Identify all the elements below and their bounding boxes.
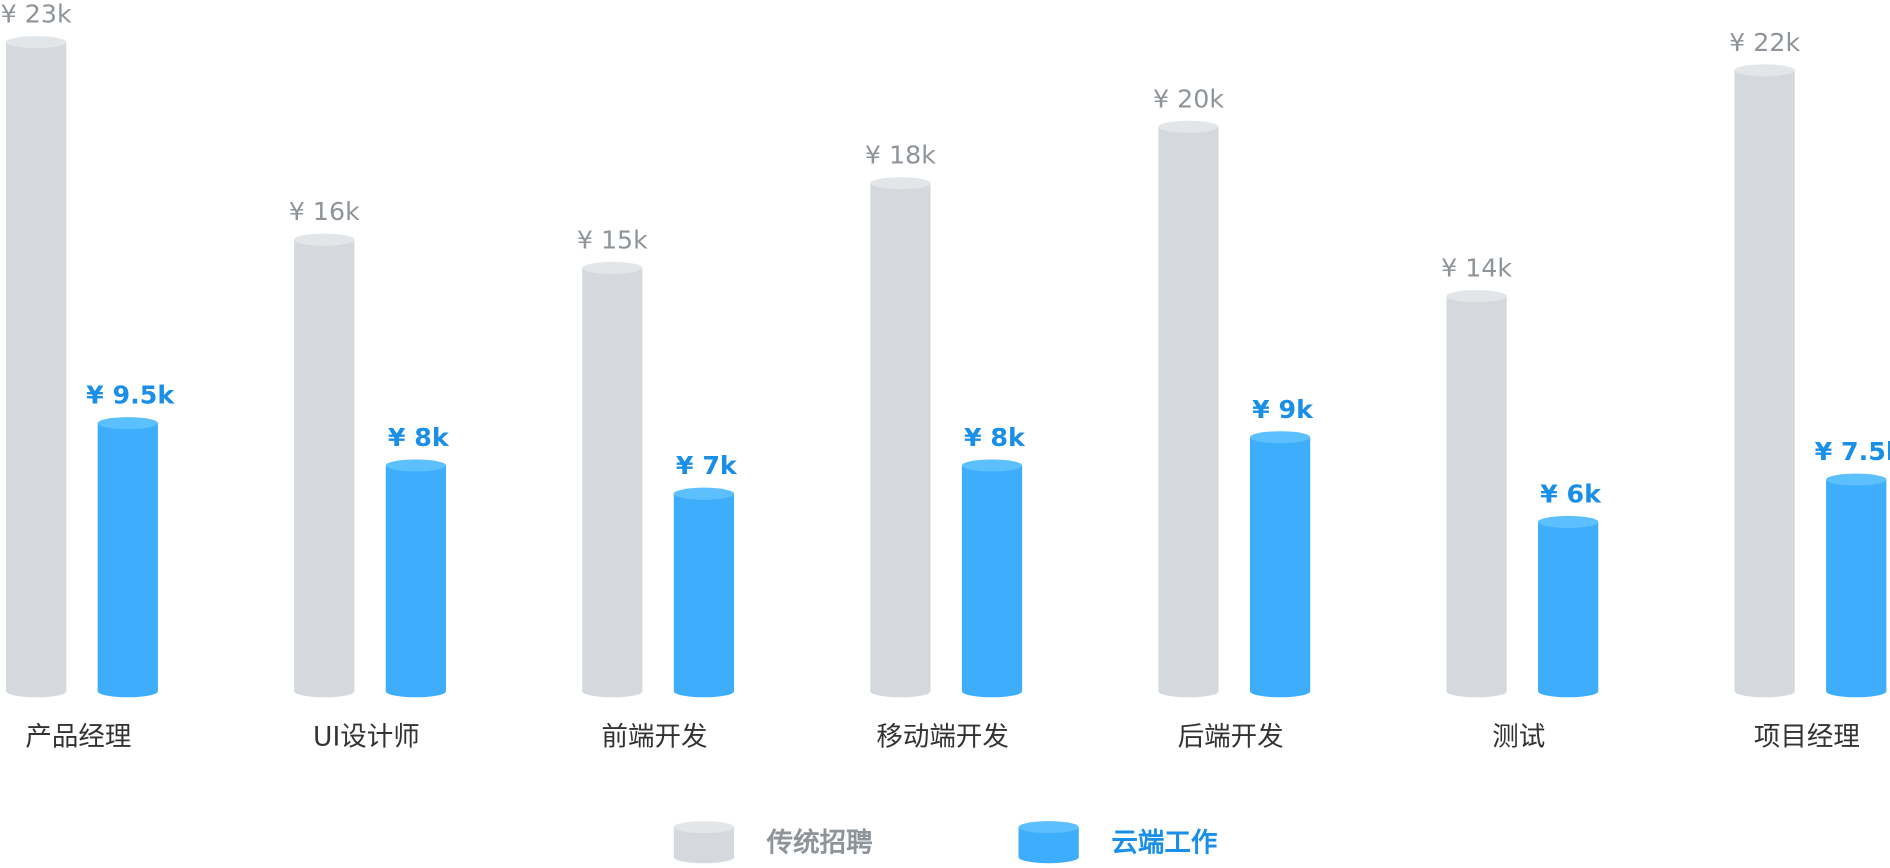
category-label: 前端开发 [602, 722, 708, 753]
bar [870, 183, 931, 698]
bar [385, 465, 446, 698]
bar [6, 42, 67, 698]
bar-cap [1826, 473, 1887, 486]
bar-cap [6, 36, 67, 49]
bar-cap [1538, 515, 1599, 528]
bar-cap [870, 177, 931, 190]
bar-cap [1249, 431, 1311, 444]
value-label: ¥ 7k [676, 451, 738, 480]
category-label: 项目经理 [1754, 722, 1860, 753]
value-label: ¥ 6k [1540, 479, 1602, 508]
category-label: 后端开发 [1178, 722, 1284, 753]
value-label: ¥ 15k [577, 225, 648, 254]
legend-swatch-cap [673, 821, 735, 834]
category-label: 产品经理 [25, 722, 131, 753]
bar [1446, 296, 1507, 698]
bar-cap [582, 261, 643, 274]
bar [673, 493, 735, 698]
bar-cap [673, 487, 735, 500]
bar-cap [1446, 290, 1507, 303]
bar-cap [97, 417, 158, 430]
value-label: ¥ 22k [1729, 28, 1800, 57]
category-label: UI设计师 [313, 722, 420, 753]
value-label: ¥ 8k [964, 423, 1026, 452]
bar [1734, 70, 1795, 698]
value-label: ¥ 8k [388, 423, 450, 452]
bar [1158, 126, 1219, 698]
bar-cap [1734, 64, 1795, 77]
legend-swatch [1018, 827, 1079, 864]
bar [961, 465, 1023, 698]
value-label: ¥ 23k [1, 0, 72, 29]
bar [582, 267, 643, 698]
bar [1538, 521, 1599, 698]
category-label: 移动端开发 [876, 722, 1009, 753]
value-label: ¥ 16k [289, 197, 360, 226]
value-label: ¥ 14k [1441, 254, 1512, 283]
value-label: ¥ 18k [865, 141, 936, 170]
value-label: ¥ 7.5k [1815, 437, 1890, 466]
category-label: 测试 [1492, 722, 1545, 753]
bar [1826, 479, 1887, 698]
value-label: ¥ 9k [1252, 395, 1314, 424]
legend-label: 云端工作 [1111, 827, 1217, 858]
legend-swatch-cap [1018, 821, 1079, 834]
legend-label: 传统招聘 [766, 827, 873, 858]
bar-cap [385, 459, 446, 472]
bar-cap [961, 459, 1023, 472]
bar [1249, 437, 1311, 698]
bar [97, 423, 158, 698]
bar-cap [294, 233, 355, 246]
value-label: ¥ 20k [1153, 84, 1224, 113]
bar [294, 239, 355, 698]
bar-cap [1158, 120, 1219, 133]
legend-swatch [673, 827, 735, 864]
value-label: ¥ 9.5k [86, 381, 175, 410]
